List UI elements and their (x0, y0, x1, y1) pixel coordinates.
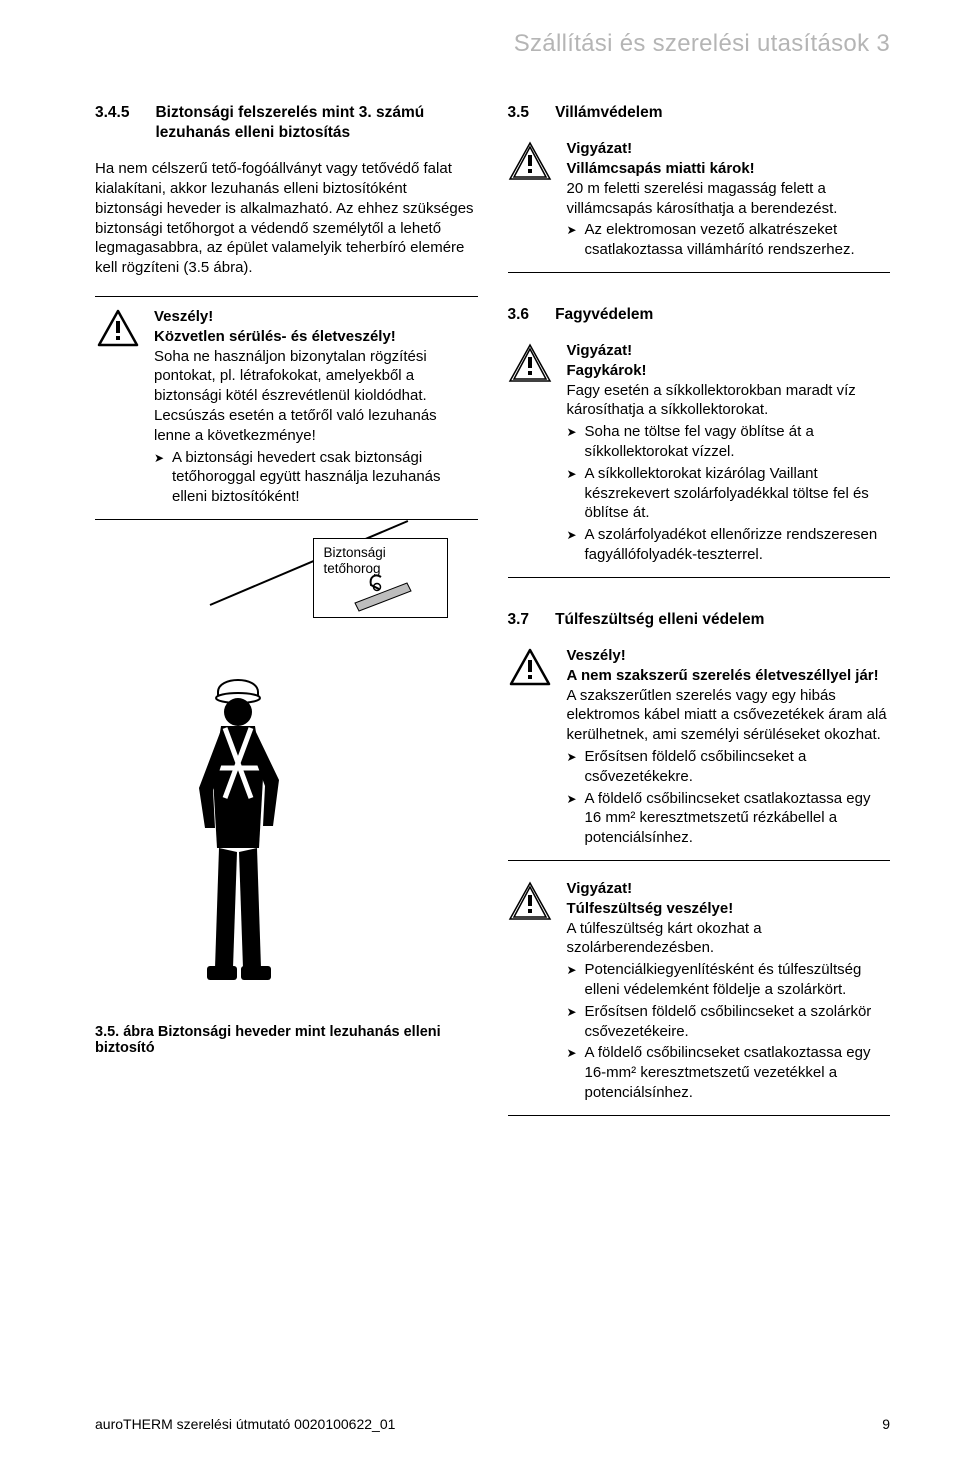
danger-subheading: A nem szakszerű szerelés életveszéllyel … (567, 667, 879, 684)
bullet-item: Soha ne töltse fel vagy öblítse át a sík… (567, 422, 891, 462)
caution-subheading: Túlfeszültség veszélye! (567, 900, 734, 917)
section-3-5-heading: 3.5 Villámvédelem (508, 103, 891, 123)
section-number: 3.4.5 (95, 103, 129, 143)
caution-subheading: Villámcsapás miatti károk! (567, 160, 755, 177)
page-number: 9 (882, 1416, 890, 1432)
danger-triangle-icon (95, 307, 140, 509)
caution-body: Vigyázat! Fagykárok! Fagy esetén a síkko… (567, 341, 891, 567)
section-3-4-5-paragraph: Ha nem célszerű tető-fogóállványt vagy t… (95, 159, 478, 278)
caution-triangle-icon (508, 139, 553, 262)
divider (508, 272, 891, 273)
caution-subheading: Fagykárok! (567, 362, 647, 379)
figure-3-5: Biztonsági tetőhorog (95, 538, 478, 1018)
danger-text: A szakszerűtlen szerelés vagy egy hibás … (567, 687, 887, 744)
footer-doc-id: auroTHERM szerelési útmutató 0020100622_… (95, 1416, 395, 1432)
bullet-item: A biztonsági hevedert csak biztonsági te… (154, 448, 478, 507)
caution-bullet-list: Az elektromosan vezető alkatrészeket csa… (567, 220, 891, 260)
bullet-item: Erősítsen földelő csőbilincseket a szolá… (567, 1002, 891, 1042)
danger-body: Veszély! Közvetlen sérülés- és életveszé… (154, 307, 478, 509)
roof-hook-icon (345, 569, 415, 613)
page-footer: auroTHERM szerelési útmutató 0020100622_… (95, 1416, 890, 1432)
worker-silhouette-icon (173, 668, 303, 998)
bullet-item: Potenciálkiegyenlítésként és túlfeszülts… (567, 960, 891, 1000)
divider (95, 296, 478, 297)
caution-block-3-6: Vigyázat! Fagykárok! Fagy esetén a síkko… (508, 341, 891, 567)
callout-line-1: Biztonsági (324, 545, 386, 560)
section-3-6-heading: 3.6 Fagyvédelem (508, 305, 891, 325)
caution-triangle-icon (508, 879, 553, 1105)
caution-bullet-list: Potenciálkiegyenlítésként és túlfeszülts… (567, 960, 891, 1103)
running-header: Szállítási és szerelési utasítások 3 (95, 30, 890, 58)
bullet-item: Az elektromosan vezető alkatrészeket csa… (567, 220, 891, 260)
section-3-4-5-heading: 3.4.5 Biztonsági felszerelés mint 3. szá… (95, 103, 478, 143)
section-3-7-heading: 3.7 Túlfeszültség elleni védelem (508, 610, 891, 630)
danger-heading: Veszély! (567, 647, 626, 664)
caution-heading: Vigyázat! (567, 880, 633, 897)
section-number: 3.7 (508, 610, 530, 630)
bullet-item: A szolárfolyadékot ellenőrizze rendszere… (567, 525, 891, 565)
danger-body: Veszély! A nem szakszerű szerelés életve… (567, 646, 891, 850)
section-title: Fagyvédelem (555, 305, 890, 325)
caution-heading: Vigyázat! (567, 342, 633, 359)
divider (508, 860, 891, 861)
section-title: Túlfeszültség elleni védelem (555, 610, 890, 630)
caution-text: 20 m feletti szerelési magasság felett a… (567, 180, 838, 217)
danger-block-1: Veszély! Közvetlen sérülés- és életveszé… (95, 307, 478, 509)
danger-block-3-7a: Veszély! A nem szakszerű szerelés életve… (508, 646, 891, 850)
bullet-item: A földelő csőbilincseket csatlakoztassa … (567, 789, 891, 848)
caution-heading: Vigyázat! (567, 140, 633, 157)
danger-bullet-list: A biztonsági hevedert csak biztonsági te… (154, 448, 478, 507)
bullet-item: A síkkollektorokat kizárólag Vaillant ké… (567, 464, 891, 523)
divider (508, 1115, 891, 1116)
section-title: Villámvédelem (555, 103, 890, 123)
section-title: Biztonsági felszerelés mint 3. számú lez… (155, 103, 477, 143)
left-column: 3.4.5 Biztonsági felszerelés mint 3. szá… (95, 103, 478, 1134)
caution-block-3-5: Vigyázat! Villámcsapás miatti károk! 20 … (508, 139, 891, 262)
figure-caption: 3.5. ábra Biztonsági heveder mint lezuha… (95, 1024, 478, 1056)
section-number: 3.6 (508, 305, 530, 325)
caution-block-3-7b: Vigyázat! Túlfeszültség veszélye! A túlf… (508, 879, 891, 1105)
danger-triangle-icon (508, 646, 553, 850)
divider (95, 519, 478, 520)
caution-bullet-list: Soha ne töltse fel vagy öblítse át a sík… (567, 422, 891, 565)
caution-body: Vigyázat! Túlfeszültség veszélye! A túlf… (567, 879, 891, 1105)
caution-text: A túlfeszültség kárt okozhat a szolárber… (567, 920, 762, 957)
two-column-layout: 3.4.5 Biztonsági felszerelés mint 3. szá… (95, 103, 890, 1134)
right-column: 3.5 Villámvédelem Vigyázat! Villámcsapás… (508, 103, 891, 1134)
caution-body: Vigyázat! Villámcsapás miatti károk! 20 … (567, 139, 891, 262)
caution-triangle-icon (508, 341, 553, 567)
caution-text: Fagy esetén a síkkollektorokban maradt v… (567, 382, 856, 419)
section-number: 3.5 (508, 103, 530, 123)
danger-subheading: Közvetlen sérülés- és életveszély! (154, 328, 396, 345)
danger-heading: Veszély! (154, 308, 213, 325)
figure-callout-box: Biztonsági tetőhorog (313, 538, 448, 618)
danger-text: Soha ne használjon bizonytalan rögzítési… (154, 348, 437, 444)
bullet-item: Erősítsen földelő csőbilincseket a csőve… (567, 747, 891, 787)
divider (508, 577, 891, 578)
danger-bullet-list: Erősítsen földelő csőbilincseket a csőve… (567, 747, 891, 848)
bullet-item: A földelő csőbilincseket csatlakoztassa … (567, 1043, 891, 1102)
